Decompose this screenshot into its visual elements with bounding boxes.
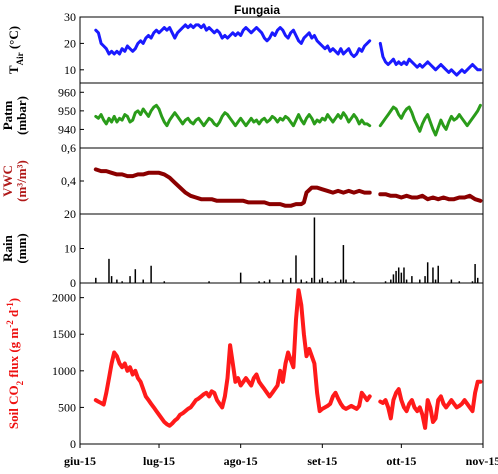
y-tick-label: 0: [70, 437, 76, 451]
y-tick-label: 1000: [52, 364, 76, 378]
panel-frame: [79, 282, 484, 445]
series-line-co2: [93, 288, 372, 428]
series-line-patm: [94, 103, 372, 128]
x-axis: giu-15 lug-15 ago-15 set-15 ott-15 nov-15: [64, 444, 498, 468]
y-tick-label: 2000: [52, 291, 76, 305]
y-tick-label: 10: [64, 242, 76, 256]
y-tick-label: 500: [58, 400, 76, 414]
x-tick-label: giu-15: [64, 454, 96, 468]
series-line-tair: [378, 41, 482, 77]
panel-tair: 10 20 30 TAir (°C): [6, 10, 484, 84]
y-axis-label: VWC(m³/m³): [0, 160, 29, 202]
y-axis-label: TAir (°C): [6, 26, 25, 74]
x-tick-label: nov-15: [466, 454, 498, 468]
panel-rain: 0 10 20 Rain(mm): [0, 207, 484, 290]
y-axis-label: Soil CO2 flux (g m-2 d-1): [5, 298, 25, 429]
series-line-vwc: [378, 192, 483, 203]
series-line-co2: [378, 379, 483, 430]
y-tick-label: 0: [70, 276, 76, 290]
y-tick-label: 20: [64, 207, 76, 221]
x-tick-label: ago-15: [224, 454, 258, 468]
series-line-tair: [94, 23, 372, 59]
panel-vwc: 0,4 0,6 VWC(m³/m³): [0, 141, 484, 215]
y-tick-label: 940: [58, 122, 76, 136]
chart-title: Fungaia: [234, 3, 280, 17]
chart-panels: 10 20 30 TAir (°C) 940 950 960 Patm(mbar) 0,4 0,6…: [0, 10, 484, 451]
panel-patm: 940 950 960 Patm(mbar): [0, 82, 484, 149]
series-line-patm: [378, 103, 482, 137]
panel-co2: 0 500 1000 1500 2000 Soil CO2 flux (g m-2 d-1…: [5, 282, 484, 451]
y-tick-label: 10: [64, 63, 76, 77]
y-tick-label: 0,6: [61, 141, 76, 155]
x-tick-label: lug-15: [143, 454, 175, 468]
y-tick-label: 960: [58, 85, 76, 99]
y-tick-label: 950: [58, 104, 76, 118]
series-line-vwc: [93, 167, 372, 208]
x-tick-label: ott-15: [386, 454, 416, 468]
y-tick-label: 30: [64, 10, 76, 24]
y-axis-label: Patm(mbar): [0, 96, 29, 135]
panel-frame: [79, 213, 484, 284]
y-tick-label: 0,4: [61, 174, 76, 188]
y-tick-label: 20: [64, 36, 76, 50]
y-tick-label: 1500: [52, 327, 76, 341]
y-axis-label: Rain(mm): [0, 233, 29, 263]
x-tick-label: set-15: [307, 454, 337, 468]
